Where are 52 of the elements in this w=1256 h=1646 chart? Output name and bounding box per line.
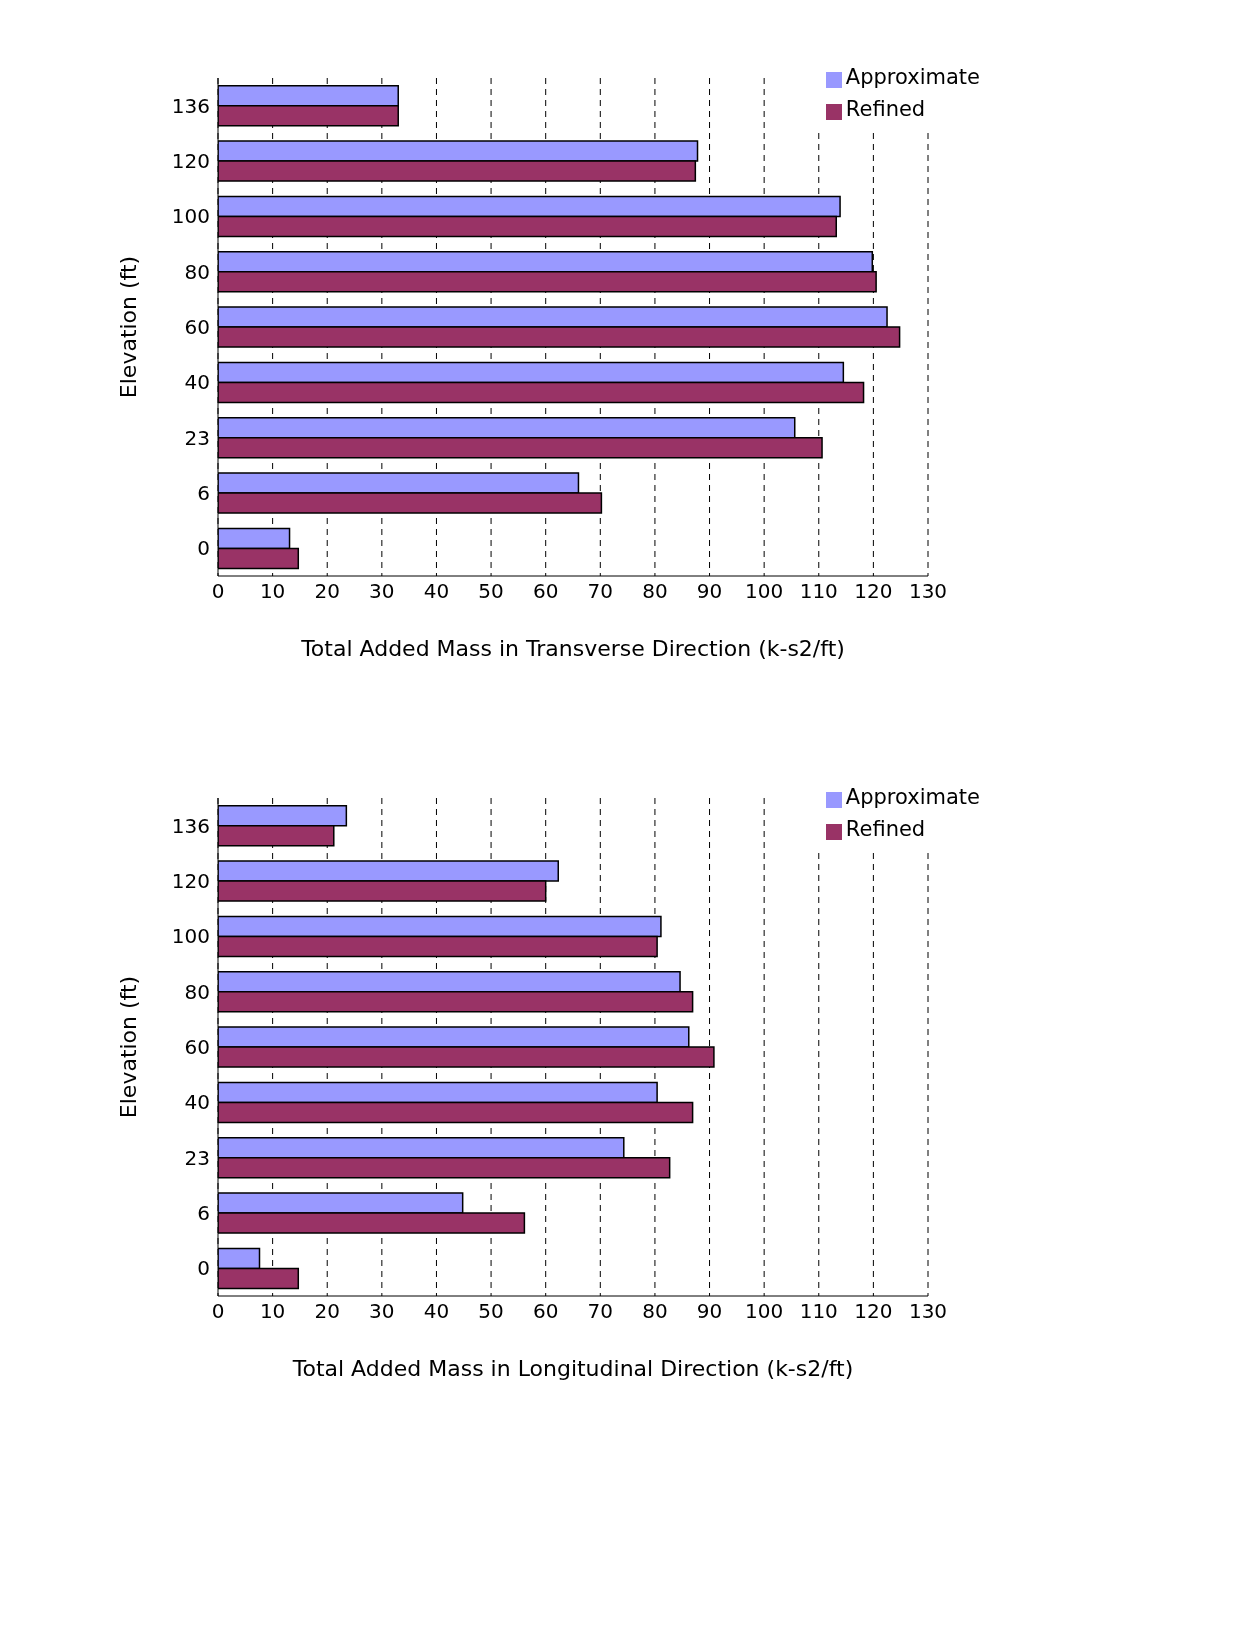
y-tick-label: 100 [171,924,210,949]
legend-label: Refined [845,817,926,841]
x-tick-label: 50 [478,579,504,604]
y-tick-label: 0 [197,536,210,561]
x-tick-label: 70 [587,1299,614,1324]
x-tick-label: 40 [423,579,450,604]
y-tick-label: 136 [171,813,210,838]
x-tick-label: 30 [369,579,395,604]
x-tick-label: 40 [423,1299,450,1324]
y-tick-label: 80 [184,259,210,284]
x-axis-title: Total Added Mass in Transverse Direction (k-s2/ft) [300,636,845,661]
y-tick-label: 23 [184,425,210,450]
y-tick-label: 136 [171,93,210,118]
legend-label: Refined [845,97,926,121]
y-axis-title: Elevation (ft) [115,255,141,399]
x-tick-label: 120 [854,579,893,604]
x-tick-label: 10 [259,579,286,604]
y-tick-label: 120 [171,149,210,174]
x-tick-label: 130 [908,1299,948,1324]
x-tick-label: 60 [532,579,559,604]
y-axis-title: Elevation (ft) [115,975,141,1119]
legend-label: Approximate [845,65,980,89]
y-tick-label: 40 [184,370,210,395]
x-tick-label: 80 [642,579,668,604]
y-tick-label: 100 [171,204,210,229]
x-tick-label: 80 [642,1299,668,1324]
x-tick-label: 130 [908,579,948,604]
x-tick-label: 60 [532,1299,559,1324]
y-tick-label: 6 [197,481,210,506]
x-tick-label: 30 [369,1299,395,1324]
x-tick-label: 110 [799,1299,838,1324]
legend-label: Approximate [845,785,980,809]
x-tick-label: 100 [745,1299,784,1324]
x-tick-label: 100 [745,579,784,604]
y-tick-label: 60 [184,1035,210,1060]
y-tick-label: 80 [184,979,210,1004]
x-tick-label: 120 [854,1299,893,1324]
x-tick-label: 110 [799,579,838,604]
y-tick-label: 40 [184,1090,210,1115]
x-tick-label: 70 [587,579,614,604]
x-tick-label: 90 [696,579,723,604]
x-tick-label: 90 [696,1299,723,1324]
x-tick-label: 50 [478,1299,504,1324]
y-tick-label: 0 [197,1256,210,1281]
x-axis-title: Total Added Mass in Longitudinal Direction (k-s2/ft) [291,1356,854,1381]
y-tick-label: 23 [184,1145,210,1170]
y-tick-label: 6 [197,1201,210,1226]
y-tick-label: 120 [171,869,210,894]
x-tick-label: 10 [259,1299,286,1324]
x-tick-label: 20 [314,1299,340,1324]
y-tick-label: 60 [184,315,210,340]
x-tick-label: 20 [314,579,340,604]
